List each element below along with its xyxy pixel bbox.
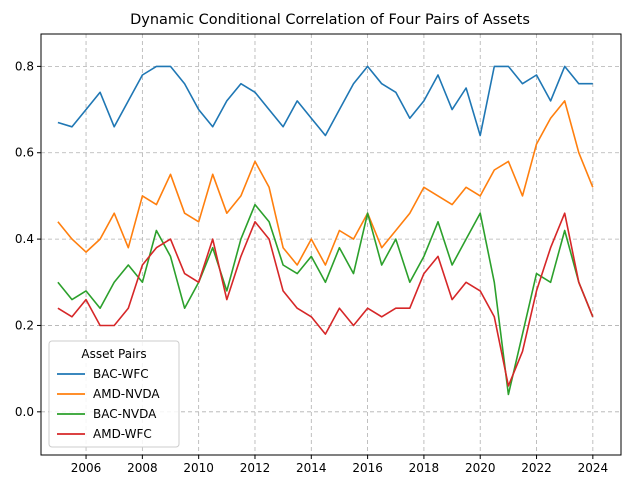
series-line-bac-wfc [57, 65, 593, 137]
x-tick-label: 2024 [578, 461, 609, 475]
y-axis: 0.0 0.2 0.4 0.6 0.8 [15, 59, 41, 419]
x-axis: 2006 2008 2010 2012 2014 2016 2018 2020 2022 2024 [71, 455, 608, 475]
legend-entry: BAC-WFC [93, 367, 149, 381]
x-tick-label: 2008 [127, 461, 158, 475]
x-tick-label: 2010 [183, 461, 214, 475]
x-tick-label: 2018 [409, 461, 440, 475]
series-lines [57, 65, 594, 396]
x-tick-label: 2012 [240, 461, 271, 475]
series-line-bac-nvda [57, 203, 594, 396]
legend-box [48, 340, 180, 448]
y-tick-label: 0.2 [15, 318, 34, 332]
series-line-amd-nvda [57, 100, 594, 266]
x-tick-label: 2006 [71, 461, 102, 475]
y-tick-label: 0.0 [15, 405, 34, 419]
axes-frame [40, 33, 622, 456]
x-tick-label: 2014 [296, 461, 327, 475]
legend-entry: BAC-NVDA [93, 407, 157, 421]
x-tick-label: 2022 [521, 461, 552, 475]
x-tick-label: 2020 [465, 461, 496, 475]
y-tick-label: 0.8 [15, 59, 34, 73]
y-tick-label: 0.4 [15, 232, 34, 246]
x-tick-label: 2016 [352, 461, 383, 475]
legend-entry: AMD-NVDA [93, 387, 160, 401]
legend-entry: AMD-WFC [93, 427, 152, 441]
y-tick-label: 0.6 [15, 146, 34, 160]
chart-title: Dynamic Conditional Correlation of Four … [130, 12, 530, 28]
legend-title: Asset Pairs [81, 347, 146, 361]
series-line-amd-wfc [57, 212, 594, 387]
legend: Asset Pairs BAC-WFC AMD-NVDA BAC-NVDA AMD-WF… [48, 340, 180, 448]
